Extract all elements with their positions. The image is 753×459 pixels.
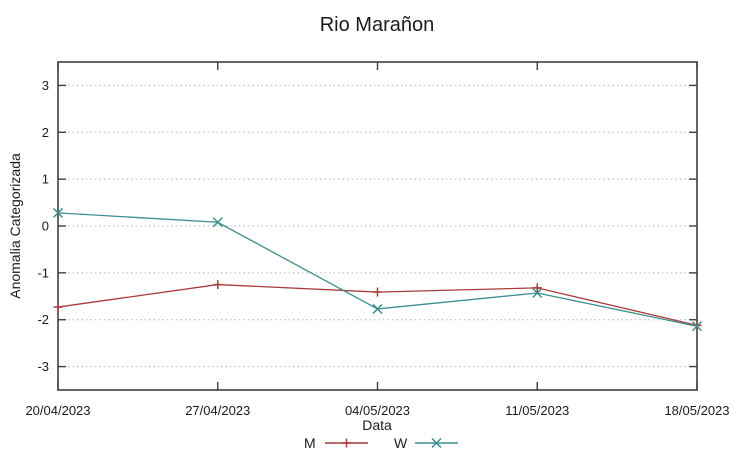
series-marker-W <box>691 321 703 332</box>
legend-label-M: M <box>304 435 316 451</box>
y-tick-label: -2 <box>37 312 49 327</box>
series-M <box>53 280 702 330</box>
x-tick-label: 20/04/2023 <box>25 403 90 418</box>
y-tick-label: 1 <box>42 172 49 187</box>
y-tick-label: -1 <box>37 265 49 280</box>
y-axis-label: Anomalia Categorizada <box>7 153 23 299</box>
x-axis-label: Data <box>362 417 392 433</box>
y-tick-label: 0 <box>42 219 49 234</box>
y-tick-label: 2 <box>42 125 49 140</box>
x-tick-label: 27/04/2023 <box>185 403 250 418</box>
series-marker-W <box>532 287 543 299</box>
legend-label-W: W <box>394 435 408 451</box>
series-marker-W <box>372 303 383 314</box>
x-tick-label: 11/05/2023 <box>505 403 569 418</box>
series-W <box>52 207 703 332</box>
x-tick-label: 18/05/2023 <box>664 403 729 418</box>
legend-marker-W <box>431 437 442 449</box>
plot-border <box>57 61 698 391</box>
series-marker-W <box>212 217 223 228</box>
chart-title: Rio Marañon <box>320 14 435 36</box>
x-tick-label: 04/05/2023 <box>345 403 410 418</box>
series-marker-W <box>52 207 64 218</box>
plot-area: 3 2 1 0 -1 -2 -3 20/04/2023 27/04/2023 04/05/2023… <box>25 61 730 418</box>
y-tick-label: 3 <box>42 78 49 93</box>
y-tick-label: -3 <box>37 359 49 374</box>
